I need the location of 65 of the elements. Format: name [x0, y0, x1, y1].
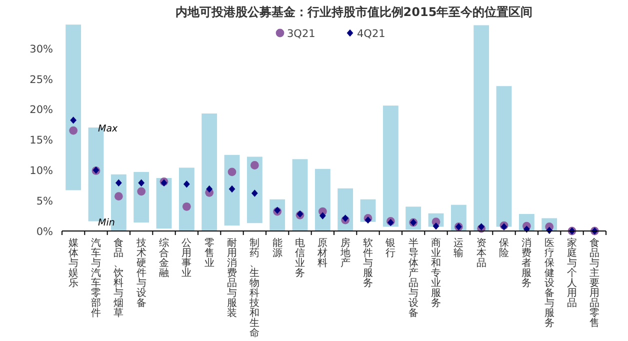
x-tick-label: 食品、饮料与烟草 [112, 237, 124, 319]
y-tick-label: 25% [30, 74, 54, 86]
point [319, 212, 326, 220]
bar [382, 106, 398, 227]
legend-label: 4Q21 [357, 28, 386, 40]
bar [202, 113, 218, 231]
y-tick-label: 10% [30, 165, 54, 178]
bar [66, 24, 82, 190]
x-tick-label: 家庭与个人用品 [567, 237, 577, 309]
y-tick-label: 5% [36, 196, 54, 208]
bar [338, 188, 354, 231]
x-tick-label: 软件与服务 [363, 237, 373, 289]
point [228, 168, 236, 176]
y-tick-label: 20% [30, 104, 54, 116]
x-tick-label: 原材料 [316, 238, 328, 269]
point [432, 222, 440, 230]
bar [292, 159, 308, 231]
category-label: 食品与主要用品零售 [590, 238, 600, 329]
point [228, 185, 236, 193]
x-tick-label: 零售业 [204, 238, 214, 269]
x-tick-label: 银行 [384, 238, 396, 259]
x-tick-label: 电信业务 [295, 237, 305, 279]
x-tick-label: 技术硬件与设备 [135, 237, 146, 309]
x-tick-label: 公用事业 [182, 237, 192, 279]
bar [314, 168, 330, 231]
point [115, 179, 122, 187]
legend-label: 3Q21 [287, 28, 316, 40]
point [251, 190, 258, 197]
annotation: Min [98, 217, 115, 228]
x-tick-label: 资本品 [476, 237, 486, 269]
point [478, 223, 485, 230]
bar [178, 168, 194, 231]
point [69, 126, 78, 135]
y-tick-label: 15% [30, 134, 54, 147]
x-tick-label: 商业和专业服务 [431, 237, 441, 309]
bar [246, 156, 262, 224]
point [138, 179, 145, 187]
x-tick-label: 媒体与娱乐 [68, 238, 78, 289]
bar [156, 178, 172, 229]
point [70, 116, 77, 124]
chart-title: 内地可投港股公募基金：行业持股市值比例2015年至今的位置区间 [175, 5, 533, 19]
bar [224, 154, 240, 226]
point [206, 185, 213, 193]
bar [496, 86, 512, 227]
x-tick-label: 半导体产品与设备 [408, 237, 418, 319]
bar [474, 25, 490, 231]
x-tick-label: 耐用消费品与服装 [227, 238, 237, 319]
x-tick-label: 保险 [499, 238, 509, 259]
point [250, 161, 259, 170]
point [342, 214, 349, 222]
x-tick-label: 运输 [454, 237, 464, 259]
x-tick-label: 汽车与汽车零部件 [91, 237, 101, 319]
x-tick-label: 房地产 [339, 237, 350, 269]
x-tick-label: 消费者服务 [522, 237, 532, 289]
point [183, 180, 190, 188]
y-tick-label: 30% [30, 43, 54, 56]
annotation: Max [98, 124, 118, 134]
point [114, 192, 123, 200]
point [137, 187, 146, 196]
category-label: 制药、生物科技和生命 [250, 238, 260, 339]
point [182, 202, 191, 211]
x-tick-label: 能源 [272, 237, 282, 259]
y-tick-label: 0% [36, 226, 54, 238]
x-tick-label: 综合金融 [159, 237, 169, 279]
category-label: 医疗保健设备与服务 [544, 238, 554, 329]
